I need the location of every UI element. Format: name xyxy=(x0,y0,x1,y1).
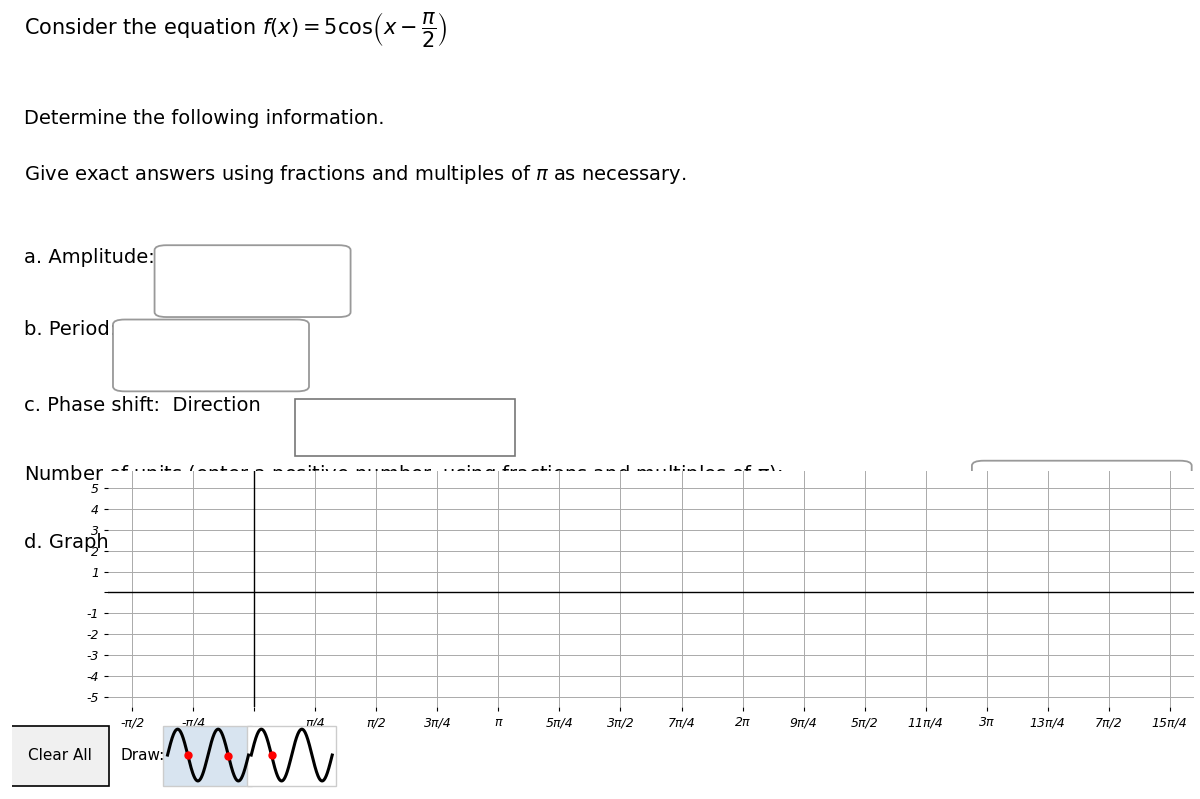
Text: d. Graph the function:: d. Graph the function: xyxy=(24,532,239,551)
FancyBboxPatch shape xyxy=(10,726,109,785)
Text: Give exact answers using fractions and multiples of $\pi$ as necessary.: Give exact answers using fractions and m… xyxy=(24,164,686,186)
Text: Select an answer ∨: Select an answer ∨ xyxy=(305,403,478,421)
Text: Draw:: Draw: xyxy=(120,748,164,762)
FancyBboxPatch shape xyxy=(247,726,336,785)
FancyBboxPatch shape xyxy=(295,399,515,455)
FancyBboxPatch shape xyxy=(972,461,1192,535)
FancyBboxPatch shape xyxy=(155,245,350,317)
FancyBboxPatch shape xyxy=(163,726,252,785)
Text: b. Period:: b. Period: xyxy=(24,320,116,339)
Text: Number of units (enter a positive number, using fractions and multiples of $\pi$: Number of units (enter a positive number… xyxy=(24,463,782,486)
Text: Consider the equation $f(x) = 5\cos\!\left(x - \dfrac{\pi}{2}\right)$: Consider the equation $f(x) = 5\cos\!\le… xyxy=(24,10,448,49)
FancyBboxPatch shape xyxy=(113,320,310,392)
Text: Clear All: Clear All xyxy=(28,748,91,762)
Text: a. Amplitude:: a. Amplitude: xyxy=(24,248,155,267)
Text: c. Phase shift:  Direction: c. Phase shift: Direction xyxy=(24,396,260,415)
Text: Determine the following information.: Determine the following information. xyxy=(24,109,384,128)
